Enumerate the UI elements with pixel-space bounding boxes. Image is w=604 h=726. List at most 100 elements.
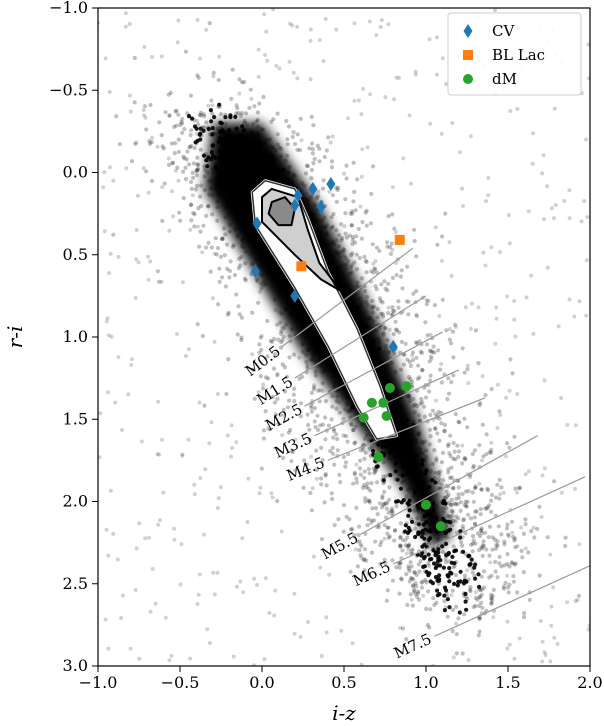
background-point xyxy=(406,543,412,548)
background-point xyxy=(382,326,387,331)
background-point xyxy=(460,651,465,656)
background-point xyxy=(579,219,584,224)
background-point xyxy=(441,498,446,504)
background-point xyxy=(308,195,313,200)
background-point xyxy=(439,258,444,263)
background-point xyxy=(311,354,316,359)
background-point xyxy=(462,456,467,461)
background-point xyxy=(132,55,137,61)
background-point xyxy=(433,426,438,431)
background-point xyxy=(429,512,434,517)
background-point xyxy=(101,185,106,190)
background-point xyxy=(386,214,391,219)
background-point xyxy=(160,185,165,190)
background-point xyxy=(469,566,474,571)
background-point xyxy=(268,269,273,275)
background-point xyxy=(230,244,235,249)
background-point xyxy=(236,304,241,309)
background-point xyxy=(287,170,292,175)
background-point xyxy=(234,440,239,445)
y-tick-label: −0.5 xyxy=(49,80,88,99)
background-point xyxy=(413,591,418,597)
background-point xyxy=(456,492,461,497)
background-point xyxy=(456,516,461,521)
background-point xyxy=(412,508,417,513)
background-point xyxy=(437,438,442,443)
background-point xyxy=(549,604,554,609)
background-point xyxy=(277,145,282,150)
background-point xyxy=(422,485,427,490)
background-point xyxy=(387,403,392,408)
background-point xyxy=(300,374,305,379)
background-point xyxy=(401,422,406,427)
background-point xyxy=(567,297,572,302)
background-point xyxy=(434,493,439,498)
background-point xyxy=(377,248,382,253)
background-point xyxy=(226,310,231,315)
background-point xyxy=(369,521,374,526)
background-point xyxy=(481,585,487,590)
background-point xyxy=(395,477,400,482)
background-point xyxy=(323,472,328,477)
background-point xyxy=(350,641,355,646)
background-point xyxy=(407,579,412,584)
background-point xyxy=(108,488,113,493)
background-point xyxy=(390,506,395,511)
background-point xyxy=(298,634,303,639)
background-point xyxy=(287,289,292,294)
background-point xyxy=(392,97,397,102)
background-point xyxy=(370,242,375,247)
background-point xyxy=(228,184,233,189)
background-point xyxy=(211,170,216,175)
background-point xyxy=(277,66,282,71)
background-point xyxy=(159,133,164,138)
background-point xyxy=(195,73,200,78)
background-point xyxy=(291,172,296,177)
background-point xyxy=(434,515,439,520)
background-point xyxy=(472,565,477,570)
background-point xyxy=(283,279,288,284)
background-point xyxy=(334,249,339,254)
background-point xyxy=(351,427,356,433)
background-point xyxy=(369,269,374,274)
background-point xyxy=(382,489,387,494)
background-point xyxy=(313,347,318,352)
background-point xyxy=(567,216,572,221)
background-point xyxy=(305,202,310,207)
background-point xyxy=(284,293,289,298)
background-point xyxy=(102,229,107,234)
background-point xyxy=(370,344,375,349)
background-point xyxy=(172,537,177,542)
background-point xyxy=(277,310,282,315)
background-point xyxy=(319,537,325,542)
background-point xyxy=(343,231,348,236)
background-point xyxy=(344,262,349,267)
background-point xyxy=(401,407,406,412)
background-point xyxy=(120,593,125,598)
background-point xyxy=(271,366,277,371)
background-point xyxy=(141,166,146,171)
background-point xyxy=(360,422,365,427)
background-point xyxy=(251,663,256,666)
background-point xyxy=(467,554,472,559)
background-point xyxy=(407,393,412,398)
background-point xyxy=(479,600,484,606)
background-point xyxy=(384,444,389,449)
background-point xyxy=(292,631,297,636)
background-point xyxy=(453,322,458,327)
background-point xyxy=(430,478,435,483)
background-point xyxy=(144,127,149,132)
background-point xyxy=(320,186,326,191)
background-point xyxy=(206,204,211,209)
background-point xyxy=(289,180,294,185)
background-point xyxy=(523,472,528,477)
background-point xyxy=(428,373,433,378)
background-point xyxy=(330,262,335,267)
background-point xyxy=(310,486,315,491)
background-point xyxy=(437,416,442,421)
background-point xyxy=(250,352,255,357)
background-point xyxy=(493,559,498,565)
background-point xyxy=(234,203,239,208)
background-point xyxy=(472,448,477,453)
background-point xyxy=(382,479,387,485)
